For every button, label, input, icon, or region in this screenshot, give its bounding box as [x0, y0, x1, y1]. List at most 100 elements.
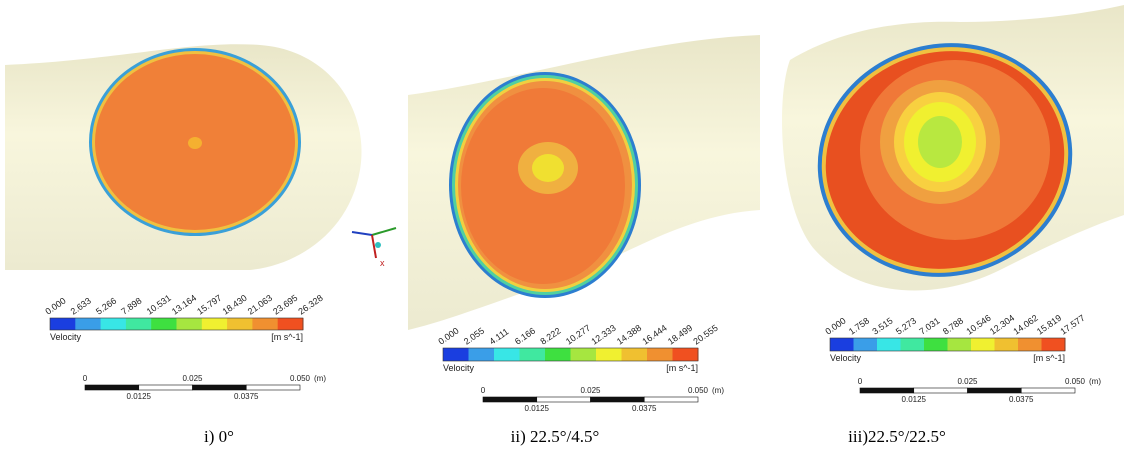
colorbar-band [647, 348, 673, 361]
colorbar-tick-label: 12.333 [589, 323, 617, 347]
colorbar-tick-label: 0.000 [823, 316, 847, 337]
scale-segment [1021, 388, 1075, 393]
colorbar-band [901, 338, 925, 351]
caption: ii) 22.5°/4.5° [511, 427, 600, 446]
colorbar-tick-label: 10.277 [564, 323, 592, 347]
colorbar-tick-label: 8.222 [538, 326, 562, 347]
colorbar-tick-label: 5.266 [94, 296, 118, 317]
colorbar-unit: [m s^-1] [666, 363, 698, 373]
colorbar-tick-label: 21.063 [246, 293, 274, 317]
colorbar-tick-label: 8.788 [941, 316, 965, 337]
colorbar-tick-label: 7.898 [119, 296, 143, 317]
colorbar-band [545, 348, 571, 361]
colorbar-label: Velocity [830, 353, 862, 363]
colorbar-band [227, 318, 253, 330]
scale-segment [483, 397, 537, 402]
colorbar-band [520, 348, 546, 361]
scale-label: 0.0125 [525, 404, 550, 413]
colorbar-band [948, 338, 972, 351]
colorbar-tick-label: 15.819 [1035, 313, 1063, 337]
scale-segment [591, 397, 645, 402]
scale-label: 0.025 [182, 374, 203, 383]
colorbar-tick-label: 15.797 [195, 293, 223, 317]
scale-label: 0 [83, 374, 88, 383]
colorbar-unit: [m s^-1] [1033, 353, 1065, 363]
colorbar-band [924, 338, 948, 351]
colorbar-band [995, 338, 1019, 351]
colorbar-band [101, 318, 127, 330]
colorbar-label: Velocity [50, 332, 82, 342]
colorbar-band [202, 318, 228, 330]
scale-segment [644, 397, 698, 402]
colorbar-band [1018, 338, 1042, 351]
scale-segment [914, 388, 968, 393]
scale-label: 0.025 [580, 386, 601, 395]
scale-segment [246, 385, 300, 390]
scale-label: 0.0375 [1009, 395, 1034, 404]
colorbar-tick-label: 3.515 [870, 316, 894, 337]
colorbar-band [1042, 338, 1066, 351]
scale-label: (m) [712, 386, 724, 395]
colorbar-tick-label: 0.000 [436, 326, 460, 347]
scale-label: 0 [481, 386, 486, 395]
scale-segment [968, 388, 1022, 393]
colorbar-band [126, 318, 152, 330]
core [918, 116, 962, 168]
scale-label: 0.0125 [902, 395, 927, 404]
colorbar-label: Velocity [443, 363, 475, 373]
colorbar-tick-label: 20.555 [691, 323, 719, 347]
colorbar-tick-label: 23.695 [271, 293, 299, 317]
colorbar-tick-label: 7.031 [917, 316, 941, 337]
colorbar-band [596, 348, 622, 361]
colorbar-tick-label: 18.430 [221, 293, 249, 317]
colorbar-tick-label: 4.111 [487, 326, 510, 346]
colorbar-unit: [m s^-1] [271, 332, 303, 342]
colorbar-band [151, 318, 177, 330]
scale-label: 0.025 [957, 377, 978, 386]
colorbar-tick-label: 16.444 [640, 323, 668, 347]
colorbar-band [854, 338, 878, 351]
colorbar-band [252, 318, 278, 330]
colorbar-tick-label: 18.499 [666, 323, 694, 347]
colorbar-band [571, 348, 597, 361]
colorbar-band [177, 318, 203, 330]
colorbar-tick-label: 17.577 [1058, 313, 1086, 337]
scale-label: 0.050 [1065, 377, 1086, 386]
colorbar-tick-label: 14.062 [1011, 313, 1039, 337]
colorbar-band [971, 338, 995, 351]
colorbar-band [50, 318, 76, 330]
core [188, 137, 202, 149]
colorbar-tick-label: 10.531 [145, 293, 173, 317]
colorbar-band [469, 348, 495, 361]
colorbar-band [830, 338, 854, 351]
colorbar-band [75, 318, 101, 330]
scale-segment [537, 397, 591, 402]
colorbar-tick-label: 6.166 [513, 326, 537, 347]
colorbar-band [443, 348, 469, 361]
scale-label: 0.050 [290, 374, 311, 383]
core [532, 154, 564, 182]
colorbar-tick-label: 5.273 [894, 316, 918, 337]
colorbar-tick-label: 26.328 [296, 293, 324, 317]
colorbar-band [622, 348, 648, 361]
colorbar-tick-label: 12.304 [988, 313, 1016, 337]
scale-label: 0.0125 [127, 392, 152, 401]
scale-label: (m) [314, 374, 326, 383]
axis-triad: x [352, 228, 396, 268]
colorbar-tick-label: 2.055 [462, 326, 486, 347]
scale-segment [85, 385, 139, 390]
figure: x 0.0002.6335.2667.89810.53113.16415.797… [0, 0, 1124, 450]
axis-label: x [380, 258, 385, 268]
colorbar-band [877, 338, 901, 351]
colorbar-band [278, 318, 304, 330]
colorbar-tick-label: 10.546 [964, 313, 992, 337]
scale-label: 0.0375 [234, 392, 259, 401]
caption: iii)22.5°/22.5° [848, 427, 946, 446]
scale-label: (m) [1089, 377, 1101, 386]
colorbar-tick-label: 2.633 [69, 296, 93, 317]
scale-segment [193, 385, 247, 390]
colorbar-band [494, 348, 520, 361]
scale-segment [139, 385, 193, 390]
scale-label: 0.050 [688, 386, 709, 395]
scale-label: 0.0375 [632, 404, 657, 413]
